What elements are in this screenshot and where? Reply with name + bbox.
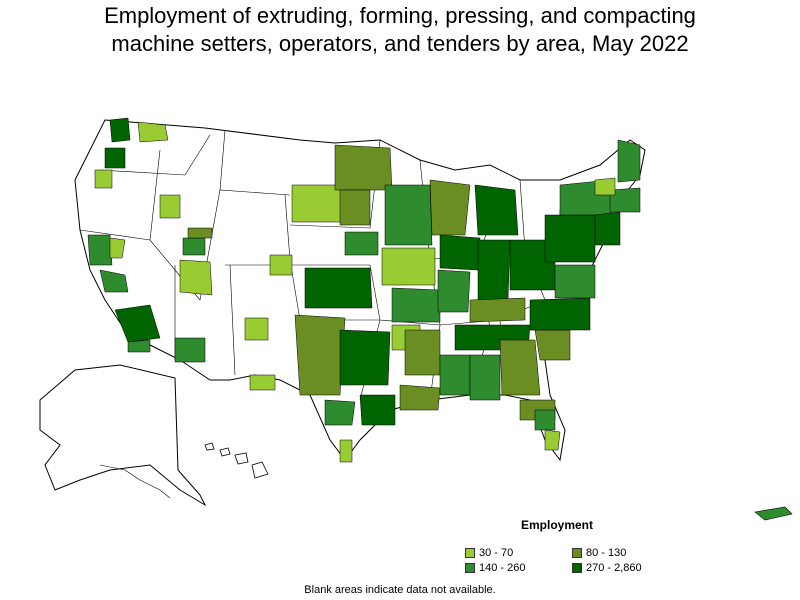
area-wi bbox=[429, 179, 471, 236]
legend-swatch bbox=[572, 563, 582, 573]
area-ne-east bbox=[344, 231, 379, 256]
area-nd bbox=[334, 144, 393, 191]
area-dallas bbox=[339, 329, 391, 386]
map-title: Employment of extruding, forming, pressi… bbox=[0, 2, 800, 58]
area-denver bbox=[269, 254, 293, 276]
area-iowa bbox=[381, 247, 436, 286]
area-la bbox=[114, 304, 161, 343]
area-san-antonio bbox=[324, 399, 356, 426]
area-al bbox=[469, 354, 501, 401]
legend-title: Employment bbox=[521, 518, 594, 532]
area-corpus bbox=[339, 439, 353, 463]
area-or-mid bbox=[94, 169, 113, 189]
title-line-1: Employment of extruding, forming, pressi… bbox=[104, 3, 696, 28]
legend-swatch bbox=[465, 548, 475, 558]
area-sd-west bbox=[291, 184, 346, 223]
legend-item-30-70: 30 - 70 bbox=[465, 547, 513, 559]
area-chicago bbox=[439, 234, 481, 271]
area-michigan bbox=[474, 184, 519, 236]
area-ok-tx bbox=[294, 314, 346, 396]
area-ar bbox=[404, 329, 441, 376]
hawaii bbox=[204, 442, 269, 479]
area-west-tx bbox=[249, 374, 276, 391]
area-indiana bbox=[477, 239, 511, 301]
area-va bbox=[554, 264, 596, 299]
area-il-south bbox=[437, 269, 471, 313]
title-line-2: machine setters, operators, and tenders … bbox=[111, 31, 689, 56]
area-sacramento bbox=[109, 237, 126, 259]
area-ga bbox=[499, 339, 541, 396]
area-mo bbox=[391, 287, 441, 323]
legend-swatch bbox=[572, 548, 582, 558]
area-fresno bbox=[99, 269, 129, 293]
area-seattle bbox=[109, 117, 131, 143]
area-nc bbox=[529, 297, 591, 331]
area-sd-east bbox=[339, 189, 371, 226]
area-nj-ct bbox=[594, 211, 621, 246]
area-ms bbox=[439, 354, 471, 396]
footnote: Blank areas indicate data not available. bbox=[304, 584, 496, 596]
area-ma bbox=[609, 187, 641, 213]
area-maine bbox=[617, 139, 641, 183]
area-albuquerque bbox=[244, 317, 269, 341]
area-sf-bay bbox=[87, 234, 113, 266]
area-mn bbox=[384, 184, 433, 246]
area-portland bbox=[104, 147, 126, 169]
area-vt-nh bbox=[594, 177, 616, 196]
legend-label: 80 - 130 bbox=[586, 547, 627, 559]
area-nv-north bbox=[187, 227, 213, 239]
legend-label: 140 - 260 bbox=[479, 562, 526, 574]
shaded-areas bbox=[87, 117, 641, 463]
area-pa bbox=[544, 214, 596, 263]
area-phoenix bbox=[174, 337, 206, 363]
legend-swatch bbox=[465, 563, 475, 573]
area-sc bbox=[534, 329, 571, 361]
legend-item-80-130: 80 - 130 bbox=[572, 547, 626, 559]
area-fl-se bbox=[544, 429, 561, 451]
area-boise bbox=[159, 194, 181, 219]
area-tampa bbox=[534, 409, 556, 431]
legend-label: 30 - 70 bbox=[479, 547, 514, 559]
legend-label: 270 - 2,860 bbox=[586, 562, 642, 574]
area-salt-lake bbox=[182, 237, 206, 256]
legend-item-140-260: 140 - 260 bbox=[465, 562, 525, 574]
alaska bbox=[39, 364, 207, 507]
area-san-diego bbox=[127, 339, 151, 353]
area-ky bbox=[469, 297, 526, 323]
area-la bbox=[399, 384, 441, 411]
area-utah bbox=[179, 259, 213, 296]
legend-item-270-2860: 270 - 2,860 bbox=[572, 562, 642, 574]
area-wa-west bbox=[137, 121, 169, 143]
puerto-rico bbox=[754, 506, 793, 521]
area-kansas bbox=[304, 267, 373, 309]
area-houston bbox=[359, 394, 396, 426]
